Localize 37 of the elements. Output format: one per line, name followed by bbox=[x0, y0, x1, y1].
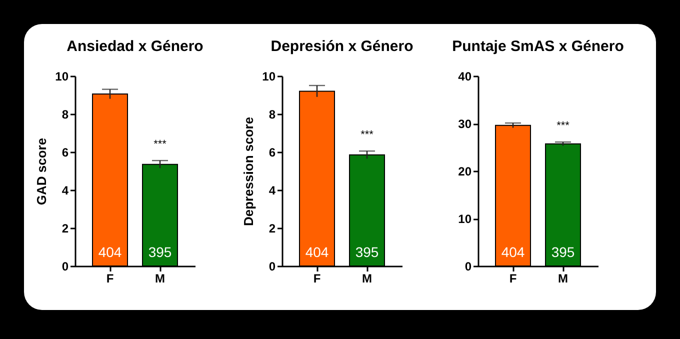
y-tick-label: 4 bbox=[268, 184, 276, 198]
y-tick-label: 30 bbox=[458, 117, 472, 131]
y-tick-label: 6 bbox=[268, 146, 276, 160]
y-tick-label: 10 bbox=[262, 70, 276, 84]
y-tick-label: 8 bbox=[62, 108, 69, 122]
annotation: 404 bbox=[98, 244, 122, 260]
y-tick-label: 0 bbox=[62, 260, 69, 274]
y-axis-title: Depression score bbox=[241, 116, 256, 226]
x-tick-label: M bbox=[558, 272, 568, 286]
y-tick-label: 10 bbox=[458, 212, 472, 226]
y-tick-label: 20 bbox=[458, 164, 472, 178]
annotation: 395 bbox=[551, 244, 575, 260]
y-tick-label: 8 bbox=[268, 108, 276, 122]
y-tick-label: 0 bbox=[464, 260, 472, 274]
x-tick-label: F bbox=[313, 272, 321, 286]
y-axis-title: GAD score bbox=[34, 138, 50, 206]
chart-title: Puntaje SmAS x Género bbox=[452, 38, 624, 55]
annotation: 395 bbox=[355, 244, 379, 260]
x-tick-label: M bbox=[362, 272, 372, 286]
y-tick-label: 4 bbox=[62, 184, 69, 198]
annotation: *** bbox=[556, 120, 570, 132]
x-tick-label: F bbox=[509, 272, 517, 286]
y-tick-label: 0 bbox=[268, 260, 276, 274]
annotation: 404 bbox=[501, 244, 525, 260]
annotation: *** bbox=[360, 129, 374, 142]
chart-title: Ansiedad x Género bbox=[66, 38, 204, 55]
annotation: *** bbox=[154, 138, 168, 151]
x-tick-label: F bbox=[106, 272, 114, 286]
x-tick-label: M bbox=[155, 272, 165, 286]
y-tick-label: 10 bbox=[55, 70, 69, 84]
y-tick-label: 2 bbox=[268, 222, 276, 236]
y-tick-label: 6 bbox=[62, 146, 69, 160]
annotation: 404 bbox=[305, 244, 329, 260]
y-tick-label: 40 bbox=[458, 70, 472, 84]
annotation: 395 bbox=[148, 244, 172, 260]
y-tick-label: 2 bbox=[62, 222, 69, 236]
chart-title: Depresión x Género bbox=[270, 38, 414, 55]
